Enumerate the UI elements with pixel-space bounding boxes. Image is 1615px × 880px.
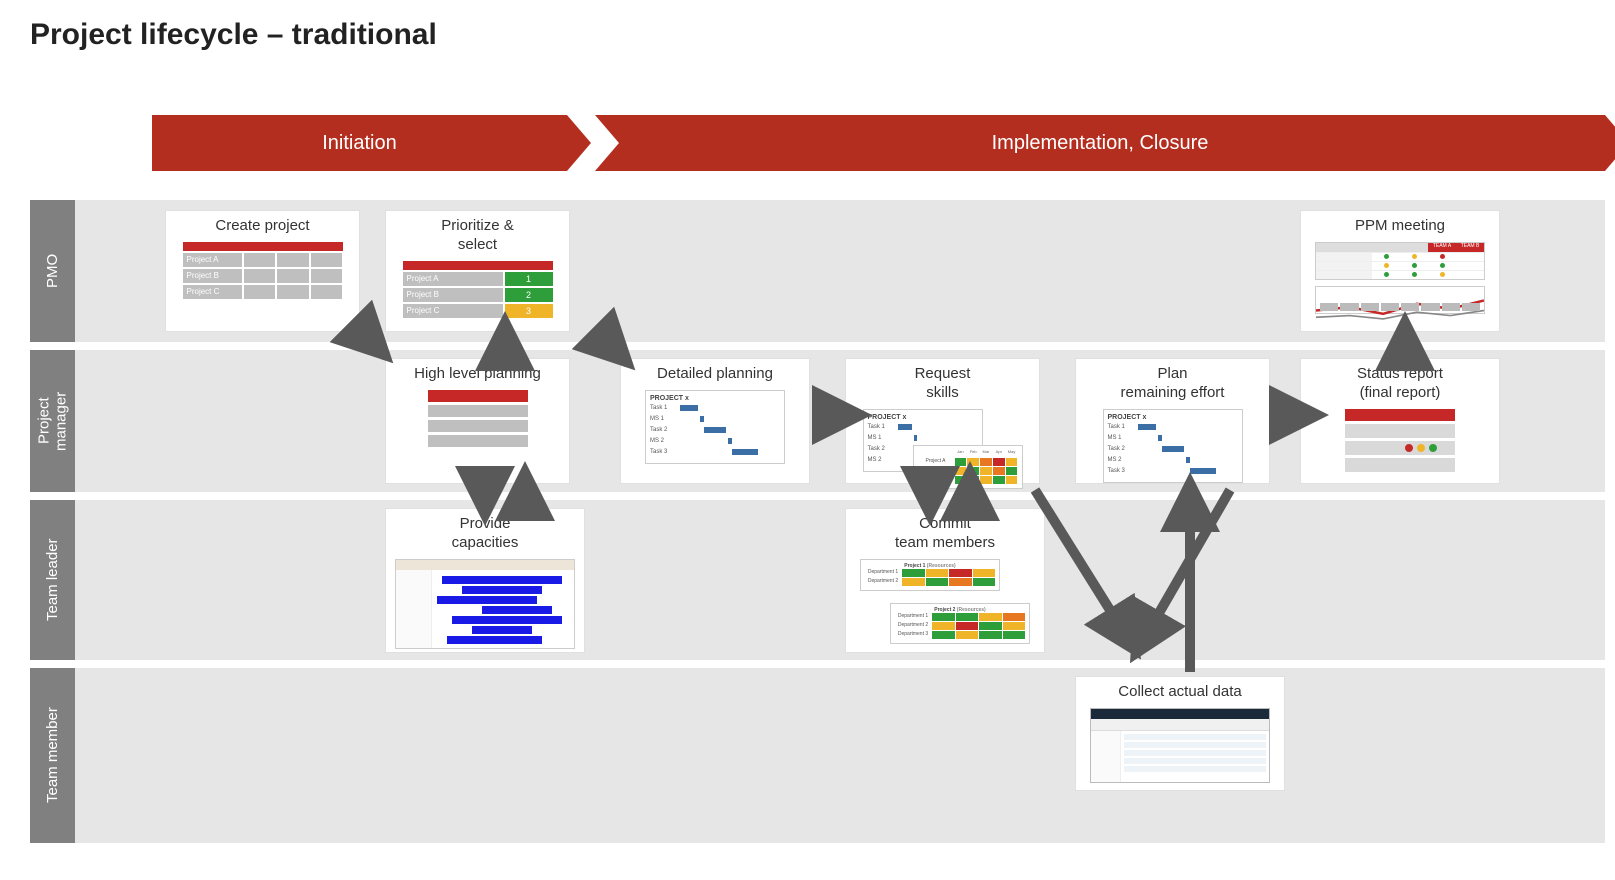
swimlanes: PMO Create project Project A Project B Pr… — [30, 200, 1605, 851]
card-collect-actual-data: Collect actual data — [1075, 676, 1285, 791]
lane-tm: Team member Collect actual data — [30, 668, 1605, 843]
phase-0: Initiation — [152, 115, 567, 171]
lane-label-tm: Team member — [30, 668, 75, 843]
card-graphic: PROJECT xTask 1 MS 1 Task 2 MS 2 Task 3 — [1084, 409, 1261, 483]
card-graphic: Project 1 (Resources)Department 1Departm… — [854, 559, 1036, 644]
card-graphic: Project A 1 Project B 2 Project C 3 — [394, 261, 561, 318]
card-detailed-planning: Detailed planning PROJECT xTask 1 MS 1 Ta… — [620, 358, 810, 484]
lane-body-pm: High level planning Detailed planning PROJ… — [75, 350, 1605, 492]
lane-label-pm: Projectmanager — [30, 350, 75, 492]
lane-pm: Projectmanager High level planning Detaile… — [30, 350, 1605, 492]
card-title: Providecapacities — [394, 515, 576, 553]
card-provide-capacities: Providecapacities — [385, 508, 585, 653]
card-plan-remaining-effort: Planremaining effort PROJECT xTask 1 MS 1… — [1075, 358, 1270, 484]
page-title: Project lifecycle – traditional — [0, 0, 1615, 52]
card-title: Prioritize &select — [394, 217, 561, 255]
card-graphic — [1309, 409, 1491, 472]
lane-label-tl: Team leader — [30, 500, 75, 660]
phase-bar: Initiation Implementation, Closure — [152, 115, 1605, 171]
card-title: Requestskills — [854, 365, 1031, 403]
card-title: Create project — [174, 217, 351, 236]
lane-body-tm: Collect actual data — [75, 668, 1605, 843]
card-request-skills: RequestskillsPROJECT xTask 1 MS 1 Task 2… — [845, 358, 1040, 484]
card-graphic: PROJECT xTask 1 MS 1 Task 2 MS 2 JanFebM… — [854, 409, 1031, 489]
lane-label-pmo: PMO — [30, 200, 75, 342]
card-title: Committeam members — [854, 515, 1036, 553]
card-title: PPM meeting — [1309, 217, 1491, 236]
card-title: Status report(final report) — [1309, 365, 1491, 403]
card-commit-team-members: Committeam members Project 1 (Resources)… — [845, 508, 1045, 653]
card-graphic: TEAM A TEAM B — [1309, 242, 1491, 314]
lane-body-tl: Providecapacities Committeam members Proj… — [75, 500, 1605, 660]
card-prioritize-select: Prioritize &select Project A 1 Project B… — [385, 210, 570, 332]
card-title: Planremaining effort — [1084, 365, 1261, 403]
card-graphic — [394, 559, 576, 649]
lane-pmo: PMO Create project Project A Project B Pr… — [30, 200, 1605, 342]
card-graphic — [394, 390, 561, 450]
card-graphic: PROJECT xTask 1 MS 1 Task 2 MS 2 Task 3 — [629, 390, 801, 464]
lane-body-pmo: Create project Project A Project B Proje… — [75, 200, 1605, 342]
phase-label: Implementation, Closure — [992, 132, 1209, 155]
phase-label: Initiation — [322, 132, 397, 155]
card-create-project: Create project Project A Project B Proje… — [165, 210, 360, 332]
card-graphic — [1084, 708, 1276, 783]
card-status-report: Status report(final report) — [1300, 358, 1500, 484]
card-ppm-meeting: PPM meeting TEAM A TEAM B — [1300, 210, 1500, 332]
card-title: High level planning — [394, 365, 561, 384]
phase-1: Implementation, Closure — [595, 115, 1605, 171]
card-title: Detailed planning — [629, 365, 801, 384]
card-high-level-planning: High level planning — [385, 358, 570, 484]
card-title: Collect actual data — [1084, 683, 1276, 702]
card-graphic: Project A Project B Project C — [174, 242, 351, 299]
lane-tl: Team leader Providecapacities Committeam m… — [30, 500, 1605, 660]
